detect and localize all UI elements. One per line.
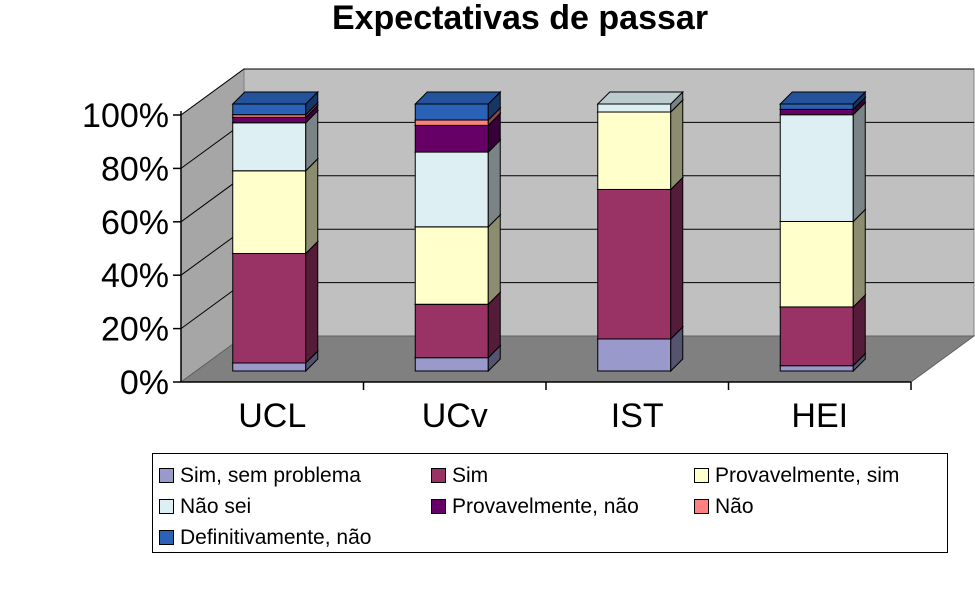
legend-swatch [431,499,446,514]
y-tick-label: 80% [101,150,169,188]
bar-segment [231,90,319,116]
bar-segment [779,90,867,111]
legend-item: Provavelmente, sim [694,460,949,491]
bars [231,90,867,373]
legend-item: Definitivamente, não [159,522,431,553]
bar-segment [596,176,684,341]
legend-swatch [159,468,174,483]
legend-label: Não [715,494,754,518]
chart-title: Expectativas de passar [331,0,709,37]
x-tick-label: IST [611,397,664,435]
bar-segment [231,240,319,365]
legend-label: Sim [452,463,489,487]
x-tick-label: UCL [238,397,306,435]
legend-label: Não sei [180,494,252,518]
legend-swatch [431,468,446,483]
bar-segment [779,101,867,223]
legend-swatch [694,468,709,483]
legend-item: Sim, sem problema [159,460,431,491]
y-tick-label: 0% [120,364,169,402]
legend-swatch [159,499,174,514]
legend-swatch [694,499,709,514]
legend-item: Provavelmente, não [431,491,694,522]
bar-segment [414,213,502,306]
gridline [180,68,974,116]
legend-item: Não [694,491,949,522]
legend-label: Provavelmente, não [452,494,639,518]
legend-label: Provavelmente, sim [715,463,900,487]
bar-segment [596,90,684,114]
chart-plot: 0% 20% 40% 60% 80% 100% UCL UCv IST HEI [82,68,975,435]
legend-item: Sim [431,460,694,491]
axes: 0% 20% 40% 60% 80% 100% UCL UCv IST HEI [82,97,912,435]
bar-segment [596,98,684,191]
legend-label: Sim, sem problema [180,463,361,487]
legend-swatch [159,530,174,545]
legend: Sim, sem problema Sim Provavelmente, sim Nã… [152,453,948,553]
y-tick-label: 40% [101,257,169,295]
x-tick-label: UCv [422,397,488,435]
y-tick-label: 20% [101,311,169,349]
bar-segment [414,138,502,229]
bar-segment [414,90,502,122]
bar-segment [231,157,319,255]
legend-item: Não sei [159,491,431,522]
y-tick-label: 60% [101,204,169,242]
y-tick-label: 100% [82,97,169,135]
legend-label: Definitivamente, não [180,525,372,549]
bar-segment [779,208,867,309]
x-tick-label: HEI [791,397,848,435]
